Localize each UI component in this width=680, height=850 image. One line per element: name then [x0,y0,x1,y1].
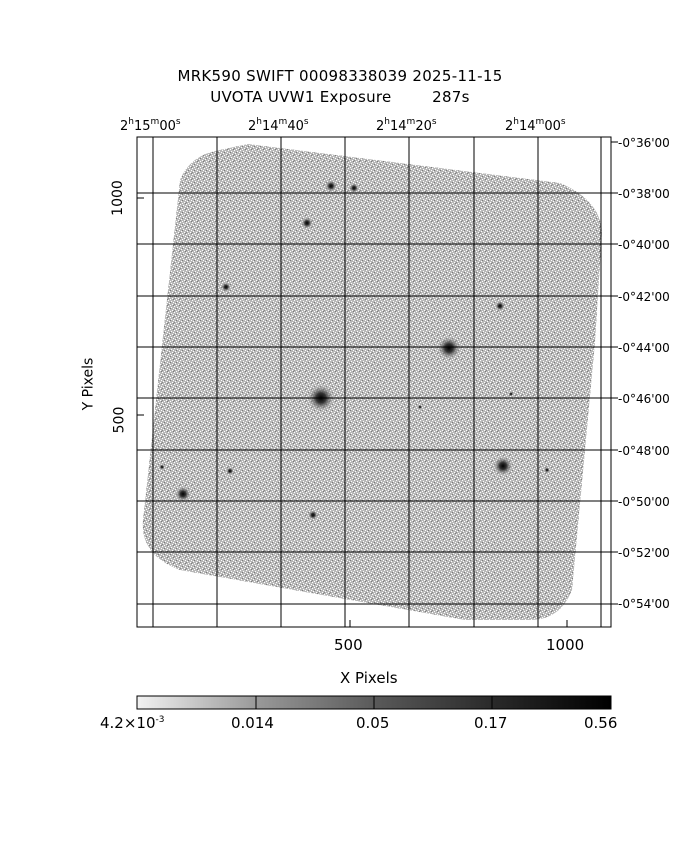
dec-tick-label: -0°50'00 [618,495,670,509]
source [325,180,337,192]
dec-tick-label: -0°54'00 [618,597,670,611]
colorbar-label: 4.2×10-3 [100,714,165,732]
dec-tick-label: -0°46'00 [618,392,670,406]
ra-tick-label: 2h14m00s [505,117,566,134]
dec-tick-label: -0°42'00 [618,290,670,304]
dec-tick-label: -0°36'00 [618,136,670,150]
ra-tick-label: 2h14m20s [376,117,437,134]
ra-tick-label: 2h14m40s [248,117,309,134]
source [493,456,513,476]
plot-subtitle: UVOTA UVW1 Exposure 287s [210,88,470,106]
colorbar-label: 0.014 [231,714,274,732]
colorbar-label: 0.17 [474,714,508,732]
x-tick-label: 500 [334,636,363,654]
x-tick-label: 1000 [546,636,585,654]
y-tick-label: 1000 [109,180,126,216]
source [349,183,359,193]
dec-tick-label: -0°48'00 [618,444,670,458]
source [159,464,165,470]
source [437,336,461,360]
dec-tick-label: -0°44'00 [618,341,670,355]
source [544,467,550,473]
colorbar-ticks [255,696,493,709]
exposure-footprint [142,144,602,620]
y-tick-label: 500 [111,406,128,434]
source [175,486,191,502]
plot-frame [136,136,612,628]
source [508,391,514,397]
x-axis-label: X Pixels [340,669,398,687]
source [301,217,313,229]
source [417,404,423,410]
source [226,467,234,475]
source [221,282,231,292]
colorbar-label: 0.56 [584,714,618,732]
dec-tick-label: -0°38'00 [618,187,670,201]
ra-tick-label: 2h15m00s [120,117,181,134]
plot-title: MRK590 SWIFT 00098338039 2025-11-15 [177,67,503,85]
dec-tick-label: -0°52'00 [618,546,670,560]
y-axis-label: Y Pixels [80,357,97,411]
source [495,301,505,311]
colorbar-label: 0.05 [356,714,390,732]
coordinate-grid [137,137,611,627]
source [308,510,318,520]
dec-tick-label: -0°40'00 [618,238,670,252]
tick-marks [137,141,618,627]
